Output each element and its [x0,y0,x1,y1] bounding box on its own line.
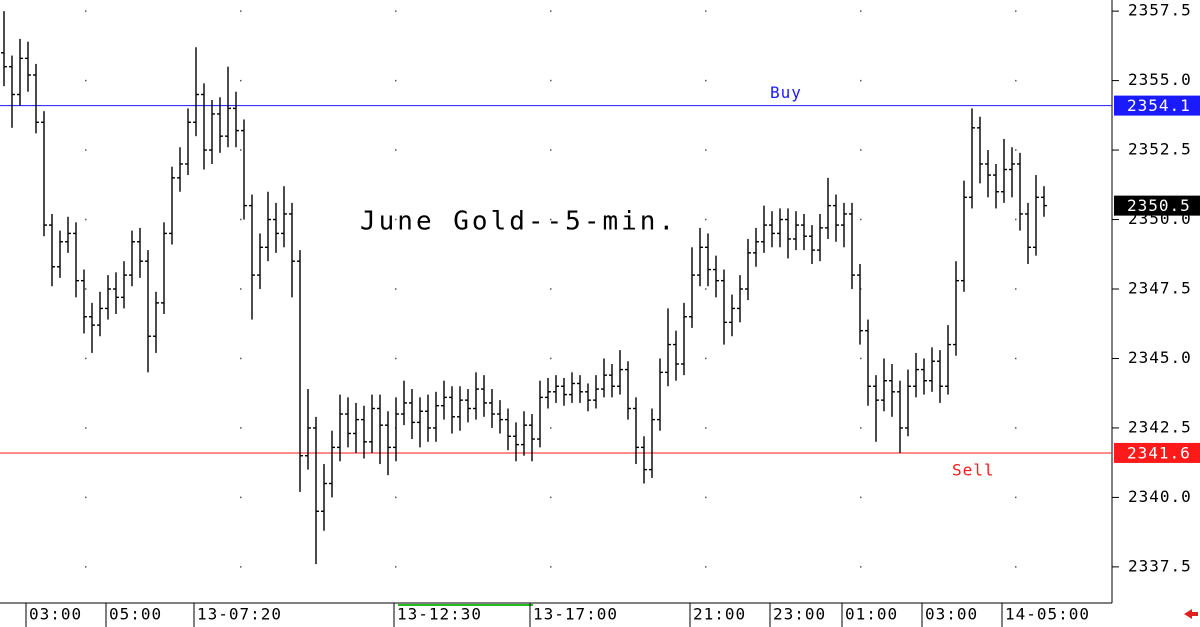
y-tick-label: 2345.0 [1128,348,1192,367]
level-label: Sell [952,460,995,479]
y-tick-label: 2357.5 [1128,1,1192,20]
price-tag-label: 2350.5 [1127,196,1191,215]
x-tick-label: 21:00 [693,605,746,624]
x-tick-label: 03:00 [29,605,82,624]
x-tick-label: 05:00 [109,605,162,624]
y-tick-label: 2337.5 [1128,556,1192,575]
x-tick-label: 01:00 [845,605,898,624]
y-tick-label: 2347.5 [1128,278,1192,297]
level-label: Buy [770,83,802,102]
x-tick-label: 13-12:30 [397,605,482,624]
scroll-arrow[interactable] [1184,609,1198,619]
price-tag [1114,442,1200,463]
x-tick-label: 23:00 [773,605,826,624]
x-tick-label: 14-05:00 [1005,605,1090,624]
y-tick-label: 2340.0 [1128,487,1192,506]
price-tag-label: 2341.6 [1127,443,1191,462]
x-tick-label: 13-07:20 [197,605,282,624]
price-tag [1114,195,1200,216]
chart-title: June Gold--5-min. [360,207,677,237]
price-tag-label: 2354.1 [1127,96,1191,115]
y-tick-label: 2355.0 [1128,70,1192,89]
x-tick-label: 13-17:00 [533,605,618,624]
y-tick-label: 2352.5 [1128,140,1192,159]
x-tick-label: 03:00 [925,605,978,624]
price-tag [1114,95,1200,116]
y-tick-label: 2342.5 [1128,417,1192,436]
